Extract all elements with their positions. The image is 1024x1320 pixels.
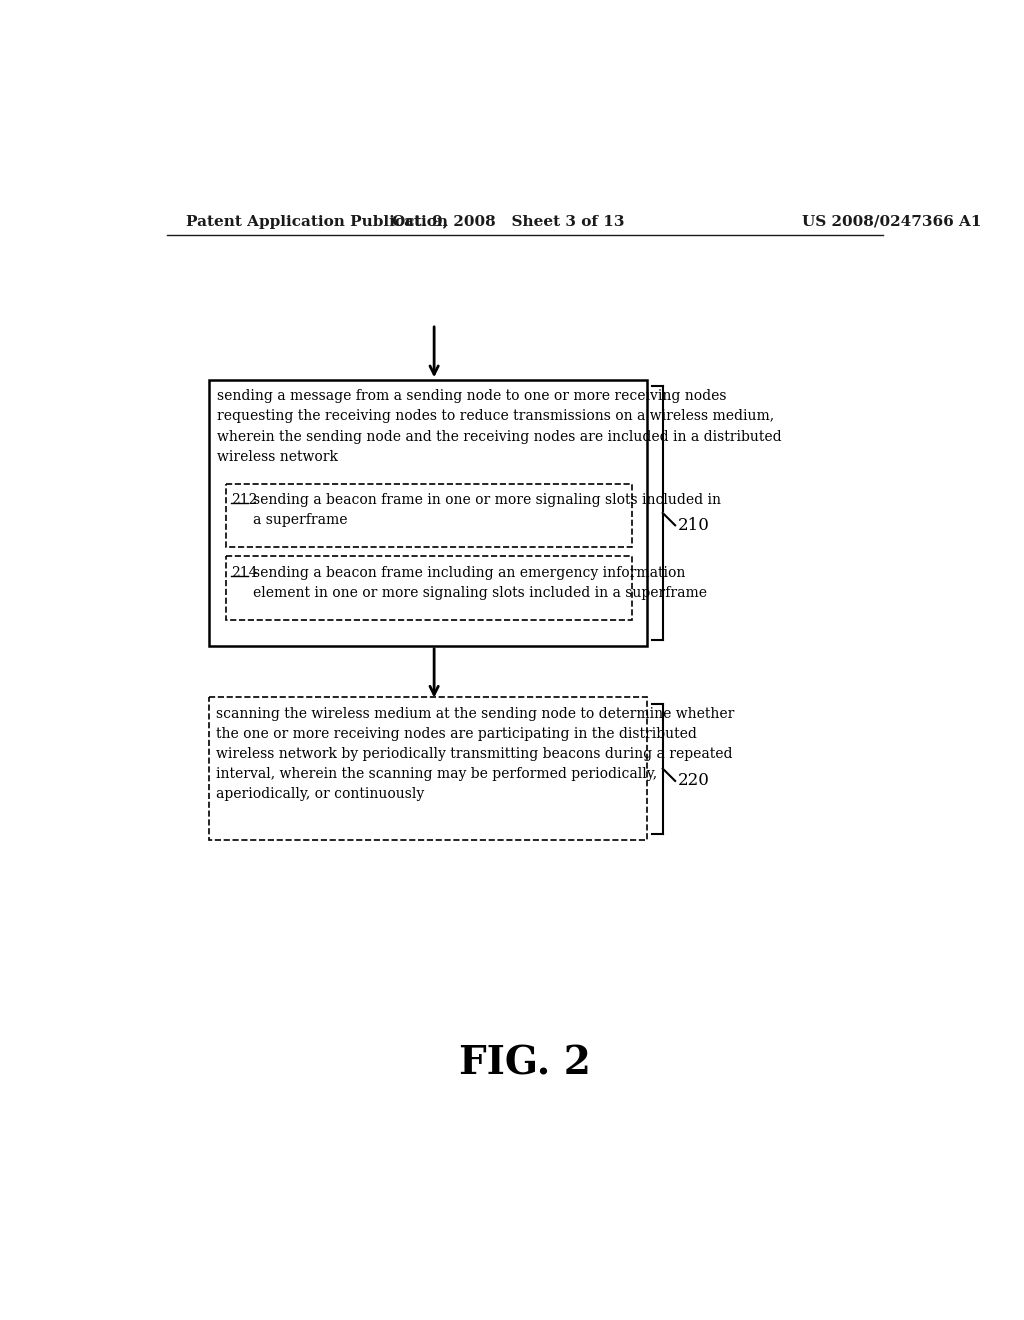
Bar: [226, 484, 632, 548]
Text: 210: 210: [678, 517, 710, 533]
Text: Patent Application Publication: Patent Application Publication: [186, 215, 449, 228]
Bar: [226, 557, 632, 619]
Text: sending a beacon frame in one or more signaling slots included in
a superframe: sending a beacon frame in one or more si…: [253, 494, 721, 528]
Text: Oct. 9, 2008   Sheet 3 of 13: Oct. 9, 2008 Sheet 3 of 13: [391, 215, 624, 228]
Text: US 2008/0247366 A1: US 2008/0247366 A1: [802, 215, 982, 228]
Bar: [209, 697, 647, 840]
Text: scanning the wireless medium at the sending node to determine whether
the one or: scanning the wireless medium at the send…: [216, 706, 734, 801]
Text: FIG. 2: FIG. 2: [459, 1044, 591, 1082]
Text: sending a beacon frame including an emergency information
element in one or more: sending a beacon frame including an emer…: [253, 566, 707, 599]
Text: 220: 220: [678, 772, 710, 789]
Text: sending a message from a sending node to one or more receiving nodes
requesting : sending a message from a sending node to…: [217, 389, 781, 463]
Bar: [209, 380, 647, 645]
Text: 214: 214: [231, 566, 258, 579]
Text: 212: 212: [231, 494, 257, 507]
